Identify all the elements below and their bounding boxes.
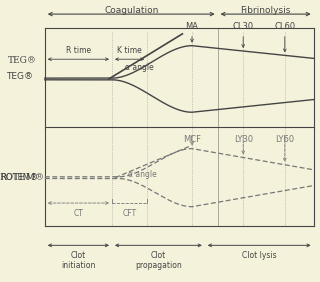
Text: MCF: MCF [183,135,201,144]
Text: TEG®: TEG® [8,56,37,65]
Text: α angle: α angle [128,170,157,179]
Text: Clot lysis: Clot lysis [242,251,276,260]
Text: CT: CT [74,209,83,218]
Text: CL60: CL60 [274,22,295,31]
Text: Fibrinolysis: Fibrinolysis [240,6,291,15]
Text: CFT: CFT [123,209,137,218]
Text: Clot
propagation: Clot propagation [135,251,182,270]
Text: LY30: LY30 [234,135,253,144]
Text: Clot
initiation: Clot initiation [61,251,96,270]
Text: α angle: α angle [125,63,154,72]
Text: TEG®: TEG® [6,72,33,81]
Text: CL30: CL30 [233,22,254,31]
Text: K time: K time [117,46,142,55]
Text: MA: MA [186,22,198,31]
Text: LY60: LY60 [275,135,294,144]
Text: R time: R time [66,46,91,55]
Text: Coagulation: Coagulation [104,6,158,15]
Text: ROTEM®: ROTEM® [0,173,38,182]
Text: ROTEM®: ROTEM® [0,173,45,182]
